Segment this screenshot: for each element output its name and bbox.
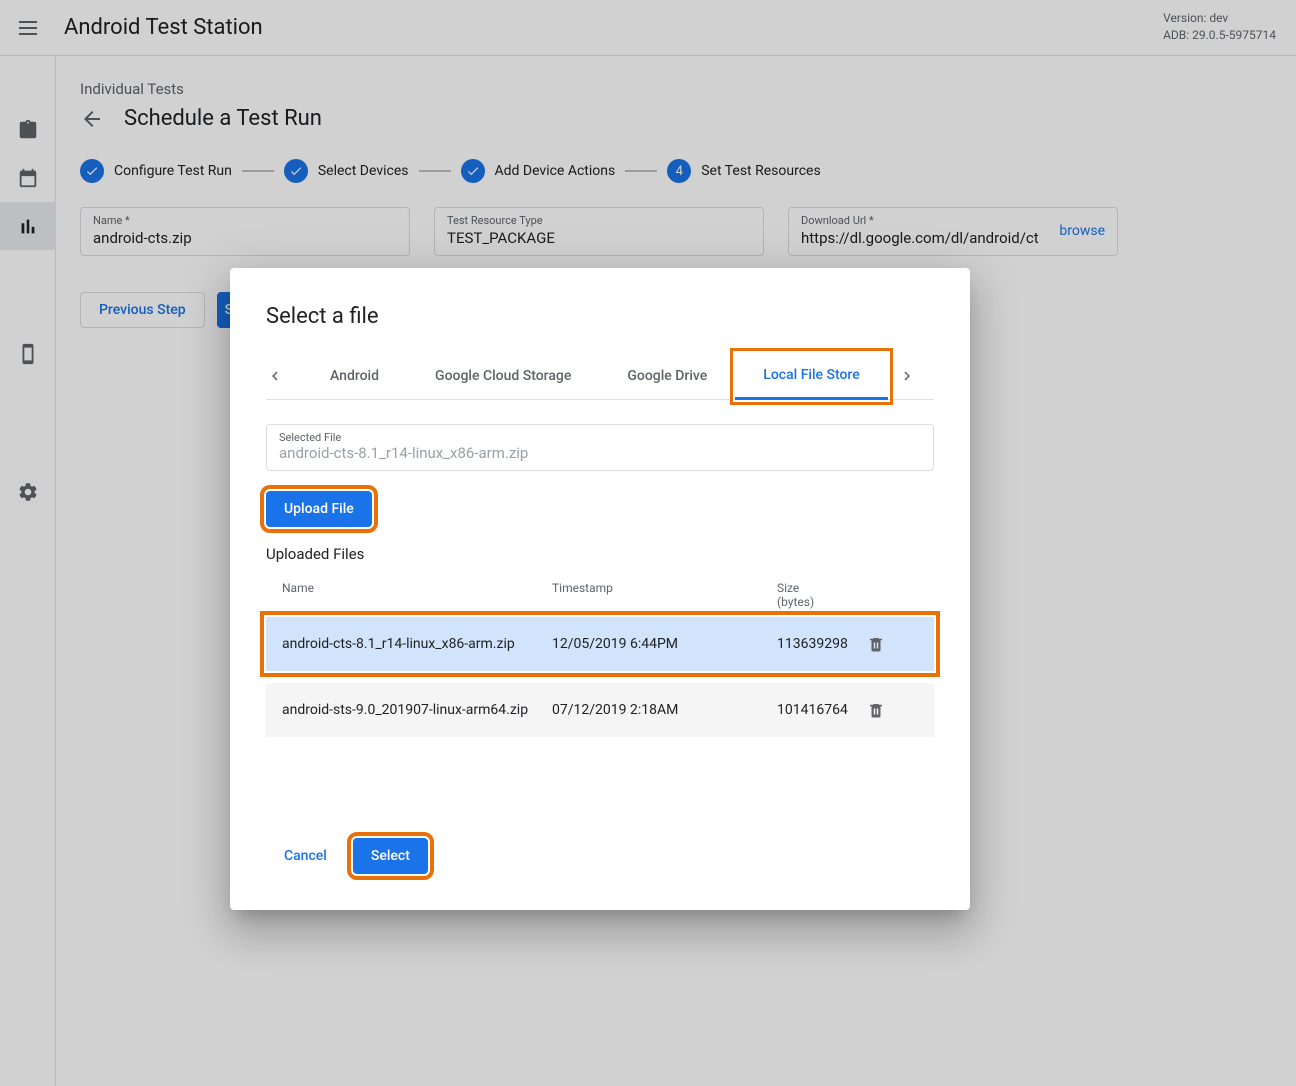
tabs-next-button[interactable] (898, 367, 934, 385)
source-tabs: Android Google Cloud Storage Google Driv… (266, 353, 934, 400)
upload-file-button[interactable]: Upload File (266, 491, 372, 527)
tab-drive[interactable]: Google Drive (599, 354, 735, 398)
col-name: Name (282, 581, 552, 609)
selected-file-field[interactable]: Selected File android-cts-8.1_r14-linux_… (266, 424, 934, 471)
tab-gcs[interactable]: Google Cloud Storage (407, 354, 599, 398)
col-timestamp: Timestamp (552, 581, 777, 609)
delete-file-button[interactable] (867, 635, 897, 653)
uploaded-files-title: Uploaded Files (266, 545, 934, 563)
file-row-selected[interactable]: android-cts-8.1_r14-linux_x86-arm.zip 12… (266, 617, 934, 671)
file-timestamp: 12/05/2019 6:44PM (552, 636, 777, 652)
select-file-dialog: Select a file Android Google Cloud Stora… (230, 268, 970, 910)
file-size: 101416764 (777, 702, 867, 718)
col-size: Size (bytes) (777, 581, 867, 609)
tab-android[interactable]: Android (302, 354, 407, 398)
delete-icon (867, 635, 885, 653)
dialog-title: Select a file (266, 304, 934, 329)
file-name: android-sts-9.0_201907-linux-arm64.zip (282, 702, 552, 718)
chevron-right-icon (898, 367, 916, 385)
dialog-actions: Cancel Select (266, 818, 934, 874)
delete-file-button[interactable] (867, 701, 897, 719)
field-value: android-cts-8.1_r14-linux_x86-arm.zip (279, 444, 921, 462)
select-button[interactable]: Select (353, 838, 428, 874)
file-timestamp: 07/12/2019 2:18AM (552, 702, 777, 718)
cancel-button[interactable]: Cancel (266, 838, 345, 874)
delete-icon (867, 701, 885, 719)
chevron-left-icon (266, 367, 284, 385)
tabs-prev-button[interactable] (266, 367, 302, 385)
file-size: 113639298 (777, 636, 867, 652)
file-name: android-cts-8.1_r14-linux_x86-arm.zip (282, 636, 552, 652)
table-header: Name Timestamp Size (bytes) (266, 573, 934, 617)
file-row[interactable]: android-sts-9.0_201907-linux-arm64.zip 0… (266, 683, 934, 737)
field-label: Selected File (279, 431, 921, 444)
file-table: Name Timestamp Size (bytes) android-cts-… (266, 573, 934, 737)
tab-local-file-store[interactable]: Local File Store (735, 353, 887, 400)
upload-wrap: Upload File (266, 491, 934, 527)
